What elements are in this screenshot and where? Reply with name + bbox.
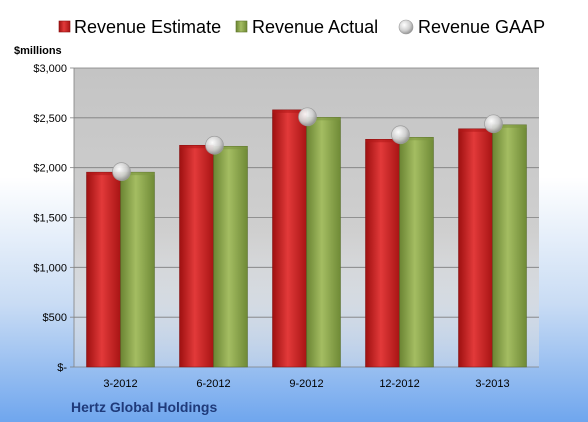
legend-label-gaap: Revenue GAAP	[418, 17, 545, 37]
bar-estimate-3-2013	[458, 128, 493, 368]
y-tick-label: $3,000	[33, 63, 67, 75]
x-tick-label: 3-2013	[475, 378, 509, 390]
y-tick-label: $1,500	[33, 213, 67, 225]
legend-label-estimate: Revenue Estimate	[74, 17, 221, 37]
bar-actual-3-2012	[120, 171, 155, 368]
bar-top-actual-6-2012	[213, 146, 248, 150]
bar-actual-6-2012	[213, 145, 248, 368]
gaap-points	[112, 107, 503, 182]
bar-top-actual-3-2012	[120, 172, 155, 176]
company-name: Hertz Global Holdings	[71, 399, 217, 415]
bar-actual-9-2012	[306, 117, 341, 368]
bar-actual-12-2012	[399, 137, 434, 368]
point-gaap-3-2012	[112, 162, 131, 182]
x-tick-label: 3-2012	[103, 378, 137, 390]
legend-label-actual: Revenue Actual	[252, 17, 378, 37]
legend: Revenue Estimate Revenue Actual Revenue …	[58, 17, 545, 37]
bar-estimate-9-2012	[272, 109, 307, 368]
bar-top-estimate-3-2012	[86, 172, 121, 176]
bar-top-estimate-9-2012	[272, 109, 307, 113]
y-tick-label: $1,000	[33, 262, 67, 274]
point-gaap-6-2012	[205, 135, 224, 155]
bar-top-actual-12-2012	[399, 137, 434, 141]
x-tick-label: 12-2012	[379, 378, 419, 390]
x-tick-label: 6-2012	[196, 378, 230, 390]
legend-swatch-estimate	[58, 20, 71, 33]
point-gaap-12-2012	[391, 125, 410, 145]
bar-top-estimate-6-2012	[179, 145, 214, 149]
bar-estimate-12-2012	[365, 139, 400, 368]
bar-top-actual-3-2013	[492, 124, 527, 128]
legend-item-estimate: Revenue Estimate	[58, 17, 221, 37]
point-gaap-3-2013	[484, 114, 503, 134]
bar-actual-3-2013	[492, 124, 527, 368]
legend-swatch-actual	[235, 20, 248, 33]
y-axis-tick-labels: $- $500 $1,000 $1,500 $2,000 $2,500 $3,000	[33, 63, 67, 374]
legend-item-gaap: Revenue GAAP	[398, 17, 545, 37]
y-tick-label: $-	[57, 362, 67, 374]
y-tick-label: $500	[43, 312, 67, 324]
y-tick-label: $2,500	[33, 113, 67, 125]
point-gaap-9-2012	[298, 107, 317, 127]
x-tick-label: 9-2012	[289, 378, 323, 390]
bar-top-estimate-12-2012	[365, 139, 400, 143]
y-unit-label: $millions	[14, 45, 62, 57]
x-axis-tick-labels: 3-2012 6-2012 9-2012 12-2012 3-2013	[103, 378, 509, 390]
y-tick-label: $2,000	[33, 163, 67, 175]
legend-marker-gaap	[398, 19, 414, 35]
bar-top-estimate-3-2013	[458, 128, 493, 132]
bar-estimate-3-2012	[86, 171, 121, 368]
legend-item-actual: Revenue Actual	[235, 17, 378, 37]
bar-top-actual-9-2012	[306, 117, 341, 121]
bar-estimate-6-2012	[179, 144, 214, 368]
bars	[86, 109, 527, 368]
